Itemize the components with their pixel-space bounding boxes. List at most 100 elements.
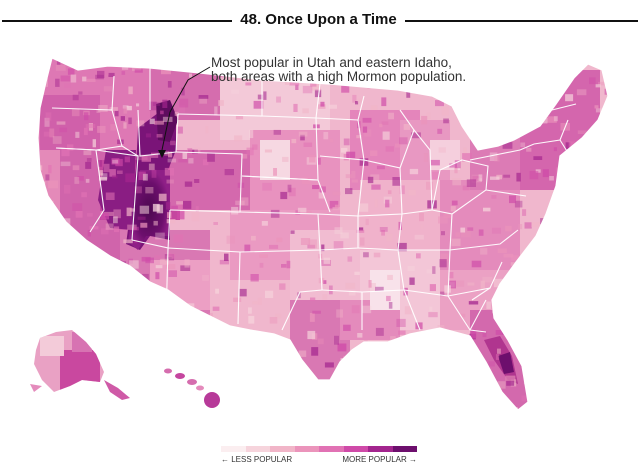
- county-cell: [214, 106, 218, 116]
- county-cell: [111, 377, 119, 385]
- county-cell: [565, 290, 569, 296]
- county-cell: [256, 389, 261, 396]
- county-cell: [156, 306, 163, 313]
- county-cell: [311, 347, 319, 356]
- county-cell: [100, 212, 109, 220]
- county-cell: [160, 110, 164, 115]
- county-cell: [409, 277, 415, 285]
- county-cell: [354, 271, 360, 275]
- county-cell: [136, 103, 140, 107]
- legend-swatches: [221, 446, 417, 452]
- county-cell: [190, 53, 194, 57]
- county-cell: [128, 86, 133, 95]
- county-cell: [377, 355, 384, 359]
- county-cell: [99, 177, 107, 181]
- county-cell: [120, 116, 125, 121]
- county-cell: [415, 322, 423, 330]
- county-cell: [85, 161, 92, 169]
- county-cell: [134, 186, 142, 194]
- county-cell: [601, 184, 608, 193]
- county-cell: [81, 192, 87, 198]
- county-cell: [131, 58, 140, 63]
- county-cell: [385, 371, 390, 377]
- county-cell: [211, 327, 218, 332]
- county-cell: [429, 306, 433, 312]
- county-cell: [331, 377, 342, 381]
- county-cell: [151, 152, 159, 158]
- county-cell: [318, 191, 325, 199]
- county-cell: [362, 305, 372, 314]
- county-cell: [507, 121, 512, 130]
- county-cell: [113, 209, 121, 219]
- county-cell: [164, 409, 170, 410]
- county-cell: [337, 343, 347, 352]
- county-cell: [293, 103, 298, 112]
- county-cell: [55, 78, 60, 87]
- county-cell: [595, 373, 601, 378]
- county-cell: [83, 127, 88, 136]
- county-cell: [114, 110, 119, 117]
- county-cell: [218, 100, 224, 106]
- county-cell: [538, 370, 547, 376]
- county-cell: [252, 301, 259, 305]
- county-cell: [376, 165, 385, 170]
- county-cell: [392, 177, 401, 186]
- county-cell: [512, 406, 516, 410]
- county-cell: [275, 313, 282, 319]
- county-cell: [497, 100, 502, 109]
- county-cell: [378, 389, 387, 393]
- county-cell: [166, 219, 176, 224]
- county-cell: [598, 295, 608, 300]
- county-cell: [525, 68, 536, 72]
- county-cell: [133, 371, 138, 380]
- county-cell: [482, 331, 487, 338]
- county-cell: [168, 151, 173, 158]
- county-cell: [449, 163, 457, 168]
- county-cell: [67, 68, 75, 75]
- county-cell: [490, 176, 500, 180]
- title-rule-right: [405, 20, 638, 22]
- county-cell: [550, 373, 555, 380]
- county-cell: [410, 84, 417, 89]
- county-cell: [548, 322, 554, 327]
- county-cell: [508, 295, 517, 304]
- county-cell: [340, 232, 349, 239]
- county-cell: [300, 238, 311, 245]
- county-cell: [317, 338, 324, 345]
- county-cell: [92, 139, 96, 148]
- county-cell: [273, 129, 281, 135]
- county-cell: [156, 134, 163, 138]
- county-cell: [103, 163, 110, 173]
- county-cell: [544, 220, 551, 225]
- county-cell: [583, 377, 589, 385]
- county-cell: [482, 276, 493, 283]
- county-cell: [306, 210, 312, 215]
- county-cell: [202, 159, 209, 166]
- county-cell: [609, 389, 616, 396]
- county-cell: [509, 195, 516, 204]
- county-cell: [122, 363, 129, 369]
- county-cell: [130, 309, 135, 318]
- county-cell: [183, 200, 192, 209]
- county-cell: [188, 149, 198, 154]
- county-cell: [399, 137, 408, 145]
- county-cell: [451, 200, 458, 206]
- county-cell: [242, 153, 248, 159]
- county-cell: [134, 240, 138, 244]
- county-cell: [167, 158, 177, 163]
- county-cell: [471, 260, 482, 268]
- county-cell: [94, 276, 98, 280]
- county-cell: [553, 147, 557, 152]
- county-cell: [126, 105, 132, 111]
- county-cell: [517, 324, 524, 330]
- county-cell: [190, 328, 200, 337]
- county-cell: [379, 375, 386, 383]
- county-cell: [569, 370, 575, 378]
- county-cell: [307, 330, 316, 340]
- legend-swatch-4: [294, 446, 319, 452]
- county-cell: [463, 147, 467, 156]
- county-cell: [174, 111, 179, 116]
- county-cell: [167, 81, 172, 88]
- county-cell: [154, 120, 164, 125]
- county-cell: [286, 260, 291, 269]
